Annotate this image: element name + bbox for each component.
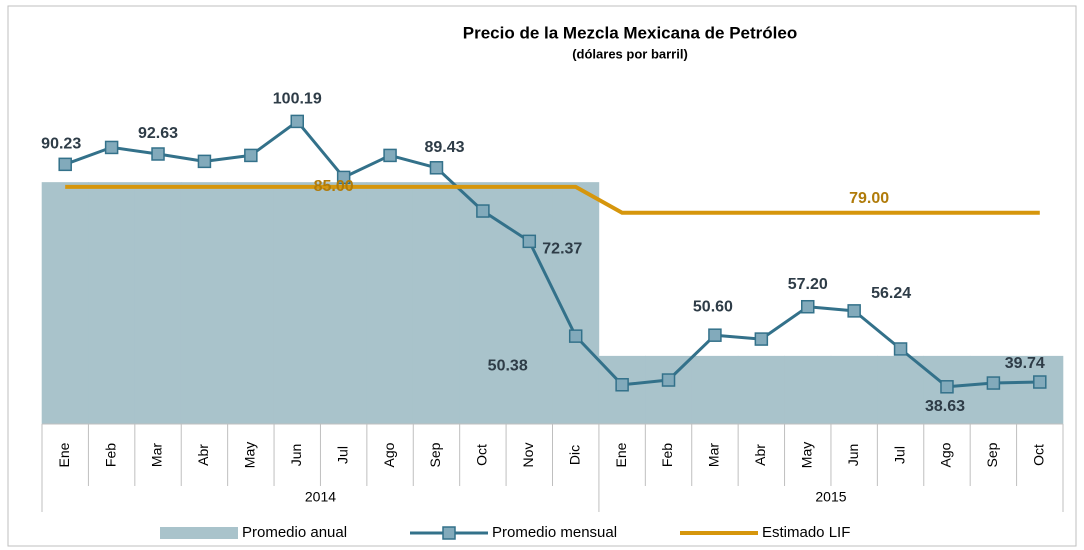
marker	[615, 378, 629, 392]
x-tick-label: Abr	[195, 444, 211, 466]
area-segment	[41, 182, 89, 424]
area-segment	[366, 182, 414, 424]
data-label: 50.38	[488, 357, 528, 374]
area-segment	[645, 355, 693, 424]
x-tick-label: Oct	[1030, 444, 1046, 466]
legend-marker	[442, 526, 456, 540]
x-tick-label: Ene	[56, 442, 72, 467]
data-label: 85.00	[314, 178, 354, 195]
data-label: 90.23	[41, 136, 81, 153]
area-segment	[134, 182, 182, 424]
legend-swatch	[160, 527, 238, 539]
area-segment	[412, 182, 460, 424]
x-tick-label: Nov	[520, 443, 536, 468]
data-label: 56.24	[871, 285, 911, 302]
marker	[801, 299, 815, 314]
marker	[290, 114, 304, 129]
area-segment	[1016, 355, 1064, 424]
marker	[151, 147, 165, 161]
data-label: 72.37	[542, 241, 582, 258]
marker	[336, 170, 351, 185]
area-segment	[691, 355, 739, 424]
area-segment	[830, 355, 878, 424]
group-label: 2014	[305, 489, 336, 505]
x-tick-label: Jul	[334, 446, 350, 464]
marker	[522, 234, 537, 249]
legend-label: Estimado LIF	[762, 524, 850, 541]
x-tick-label: Sep	[427, 442, 443, 467]
marker	[754, 332, 769, 346]
x-tick-label: Jun	[288, 444, 304, 467]
data-label: 100.19	[273, 91, 322, 108]
x-tick-label: Jun	[845, 444, 861, 467]
data-label: 57.20	[788, 276, 828, 293]
x-tick-label: Mar	[149, 443, 165, 467]
x-tick-label: Sep	[984, 442, 1000, 467]
x-tick-label: May	[242, 442, 258, 468]
x-tick-label: Ene	[613, 442, 629, 467]
data-label: 79.00	[849, 190, 889, 207]
area-segment	[737, 355, 785, 424]
legend-label: Promedio mensual	[492, 524, 617, 541]
marker	[986, 376, 1001, 390]
marker	[940, 380, 954, 394]
area-segment	[459, 182, 507, 424]
marker	[893, 342, 908, 356]
marker	[476, 204, 490, 218]
marker	[383, 148, 397, 163]
area-segment	[273, 182, 321, 424]
area-segment	[180, 182, 228, 424]
area-segment	[877, 355, 925, 424]
series-line	[65, 184, 1040, 215]
data-label: 50.60	[693, 298, 733, 315]
marker	[104, 140, 119, 155]
x-tick-label: Dic	[566, 445, 582, 465]
marker	[847, 304, 861, 318]
x-tick-label: Oct	[474, 444, 490, 466]
x-tick-label: Ago	[938, 442, 954, 467]
area-segment	[320, 182, 368, 424]
data-label: 92.63	[138, 125, 178, 142]
marker	[429, 161, 444, 175]
data-label: 38.63	[925, 398, 965, 415]
x-tick-label: Ago	[381, 442, 397, 467]
group-label: 2015	[815, 489, 846, 505]
data-label: 39.74	[1005, 355, 1045, 372]
x-tick-label: Mar	[706, 443, 722, 467]
chart-title: Precio de la Mezcla Mexicana de Petróleo	[463, 23, 797, 42]
area-segment	[88, 182, 136, 424]
marker	[661, 373, 676, 387]
marker	[708, 328, 722, 342]
marker	[58, 157, 72, 172]
x-tick-label: Feb	[659, 443, 675, 467]
area-segment	[969, 355, 1017, 424]
x-tick-label: Jul	[891, 446, 907, 464]
x-tick-label: Feb	[102, 443, 118, 467]
marker	[244, 148, 258, 163]
area-segment	[784, 355, 832, 424]
marker	[568, 329, 583, 343]
x-tick-label: May	[798, 442, 814, 468]
marker	[197, 154, 212, 169]
data-label: 89.43	[424, 139, 464, 156]
marker	[1033, 375, 1047, 389]
legend-label: Promedio anual	[242, 524, 347, 541]
area-segment	[505, 182, 553, 424]
series-line	[64, 119, 1040, 389]
area-segment	[227, 182, 275, 424]
x-tick-label: Abr	[752, 444, 768, 466]
chart-subtitle: (dólares por barril)	[572, 46, 688, 61]
